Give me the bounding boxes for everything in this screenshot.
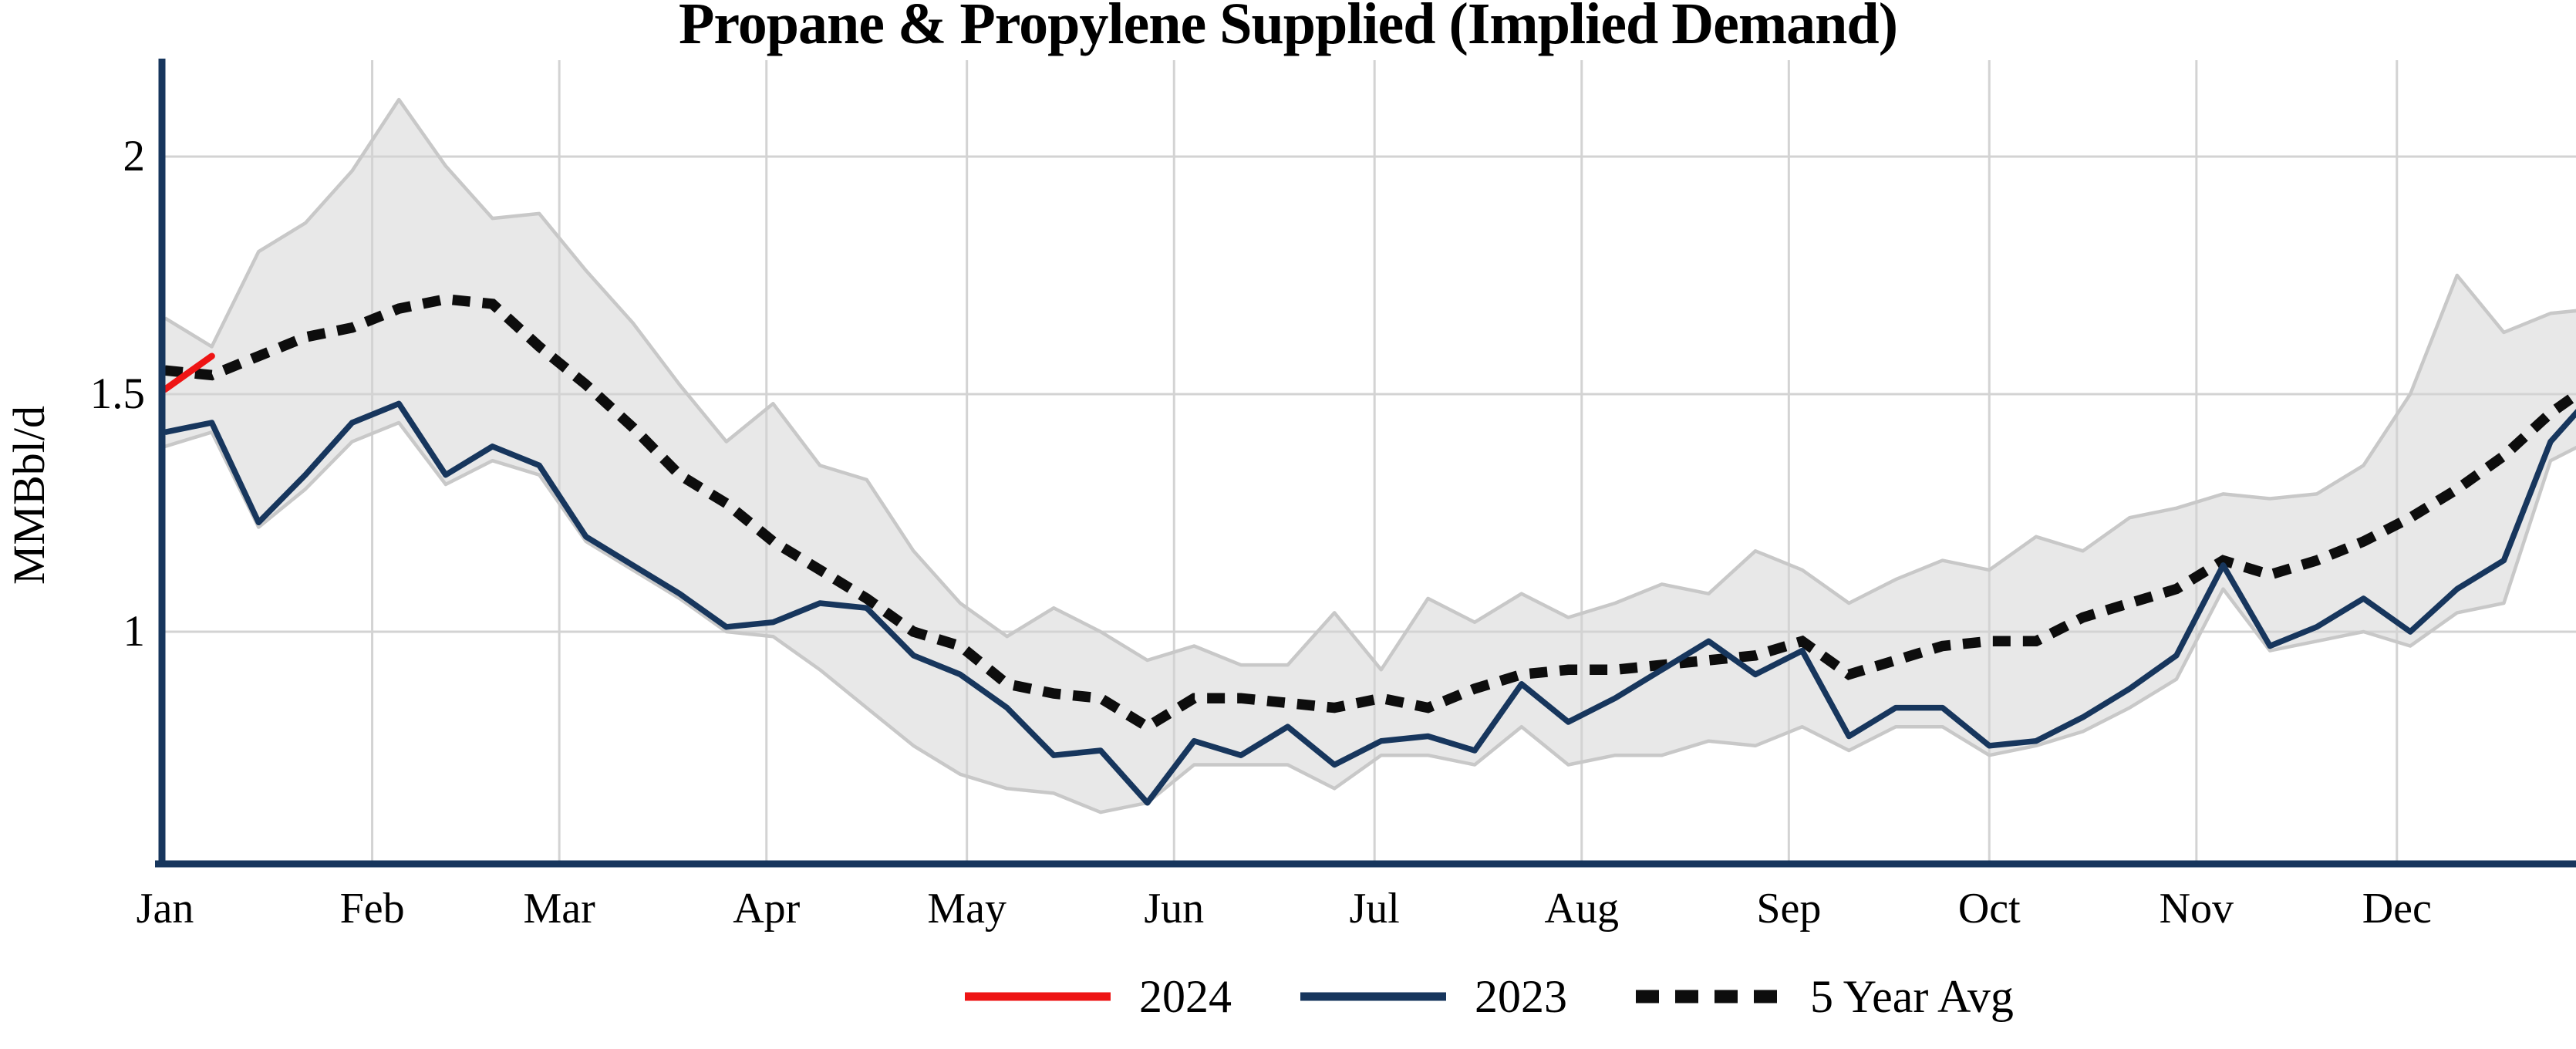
x-tick-label: Apr	[733, 885, 801, 933]
legend-label: 2023	[1475, 971, 1567, 1022]
x-tick-label: Nov	[2159, 885, 2234, 933]
legend-swatch-dotted	[1636, 990, 1782, 1003]
legend-item-2024: 2024	[963, 969, 1232, 1024]
line-2023	[164, 400, 2576, 806]
band-5yr-range	[165, 100, 2576, 813]
y-tick-label: 2	[123, 132, 146, 180]
legend-label: 5 Year Avg	[1810, 971, 2014, 1022]
x-tick-label: Jun	[1144, 885, 1205, 933]
chart-title: Propane & Propylene Supplied (Implied De…	[678, 0, 1898, 56]
x-tick-label: Dec	[2362, 885, 2432, 933]
line-5yr-avg	[164, 293, 2576, 734]
band-max-edge	[164, 97, 2576, 672]
legend-swatch-solid	[965, 992, 1111, 1001]
legend: 2024 2023 5 Year Avg	[963, 969, 2014, 1024]
x-tick-label: Mar	[523, 885, 595, 933]
x-tick-label: Jan	[136, 885, 194, 933]
x-tick-label: Jul	[1349, 885, 1400, 933]
legend-swatch-solid	[1300, 992, 1446, 1001]
x-tick-label: May	[927, 885, 1006, 933]
line-2024	[161, 352, 215, 393]
legend-item-2023: 2023	[1298, 969, 1567, 1024]
plot-area	[155, 59, 2576, 868]
x-tick-label: Aug	[1544, 885, 1619, 933]
y-tick-label: 1	[123, 607, 146, 656]
band-min-edge	[164, 420, 2576, 815]
legend-label: 2024	[1139, 971, 1232, 1022]
x-tick-label: Sep	[1756, 885, 1822, 933]
y-tick-label: 1.5	[89, 369, 145, 418]
x-tick-label: Feb	[339, 885, 405, 933]
legend-item-5-year-avg: 5 Year Avg	[1634, 969, 2014, 1024]
x-tick-label: Oct	[1957, 885, 2021, 933]
